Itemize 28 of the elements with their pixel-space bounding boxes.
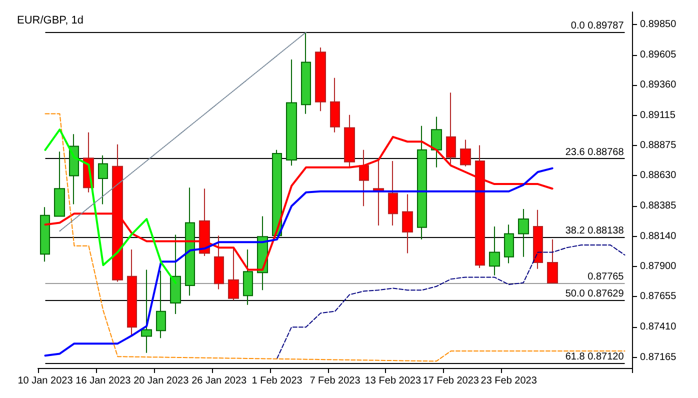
- y-tick-label: 0.88875: [640, 140, 677, 151]
- x-tick-label: 23 Feb 2023: [480, 376, 538, 386]
- x-tick-label: 13 Feb 2023: [364, 376, 422, 386]
- x-tick-label: 1 Feb 2023: [252, 376, 303, 386]
- y-tick-label: 0.88630: [640, 170, 677, 182]
- ref-line-label: 23.6 0.88768: [565, 147, 624, 158]
- y-tick-label: 0.88140: [640, 231, 677, 242]
- y-tick-label: 0.89605: [640, 49, 677, 60]
- x-tick-label: 17 Feb 2023: [422, 376, 480, 386]
- x-tick-label: 20 Jan 2023: [134, 376, 190, 386]
- y-tick-label: 0.87410: [640, 322, 677, 333]
- y-tick-label: 0.87655: [640, 291, 677, 302]
- x-tick-label: 10 Jan 2023: [18, 376, 74, 386]
- y-tick-label: 0.87165: [640, 352, 677, 363]
- x-tick-label: 7 Feb 2023: [310, 376, 361, 386]
- chart-title: EUR/GBP, 1d: [17, 14, 84, 26]
- x-tick-label: 26 Jan 2023: [192, 376, 248, 386]
- ref-line-label: 0.0 0.89787: [570, 20, 624, 32]
- y-tick-label: 0.89850: [640, 18, 677, 30]
- y-tick-label: 0.89360: [640, 80, 677, 91]
- ref-line-label: 0.87765: [588, 272, 624, 283]
- ref-line-label: 38.2 0.88138: [565, 225, 624, 236]
- y-tick-label: 0.87900: [640, 260, 677, 272]
- ref-line-label: 50.0 0.87629: [565, 288, 624, 300]
- y-tick-label: 0.88385: [640, 200, 677, 212]
- ref-line-label: 61.8 0.87120: [565, 352, 624, 363]
- y-tick-label: 0.89115: [640, 110, 676, 122]
- x-tick-label: 16 Jan 2023: [76, 376, 132, 386]
